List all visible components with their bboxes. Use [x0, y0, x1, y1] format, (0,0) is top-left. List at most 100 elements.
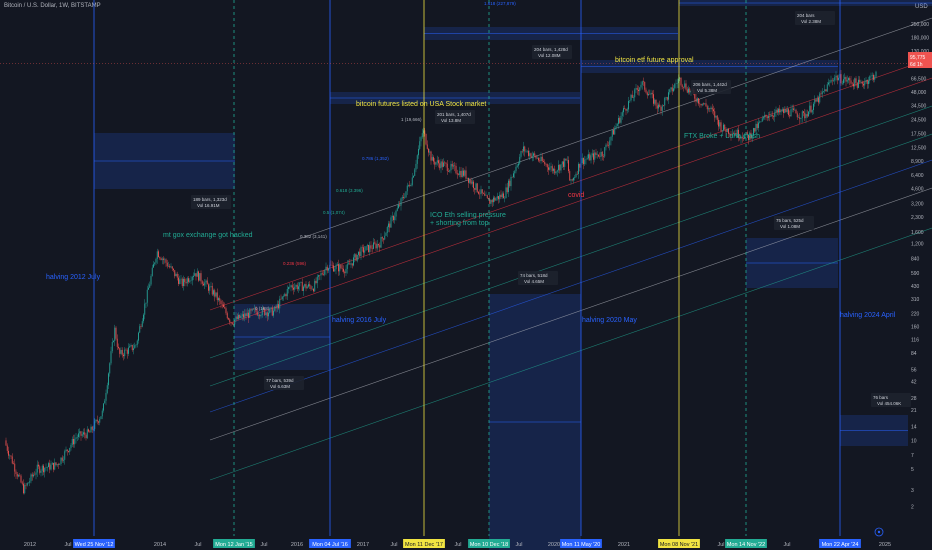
candle-body: [714, 111, 716, 118]
candle-body: [501, 193, 503, 198]
candle-body: [355, 254, 357, 261]
candle-body: [201, 281, 203, 284]
y-tick-label: 250,000: [911, 22, 929, 28]
candle-body: [209, 286, 211, 291]
candle-body: [701, 103, 703, 106]
candle-body: [730, 134, 732, 136]
candle-body: [399, 204, 401, 206]
candle-body: [154, 262, 156, 265]
candle-body: [149, 284, 151, 288]
candle-body: [623, 108, 624, 113]
candle-body: [144, 303, 146, 315]
x-axis-badge: [309, 539, 351, 548]
candle-body: [728, 128, 729, 134]
candle-body: [628, 101, 629, 110]
candle-body: [249, 309, 251, 318]
candle-body: [810, 105, 812, 113]
candle-body: [360, 247, 362, 257]
candle-body: [66, 449, 68, 451]
candle-body: [780, 110, 782, 113]
candle-body: [300, 282, 302, 283]
candle-body: [723, 124, 724, 131]
candle-body: [823, 91, 824, 92]
candle-body: [195, 273, 197, 277]
x-axis-badge: [468, 539, 510, 548]
x-axis-badge-label: Mon 08 Nov '21: [660, 542, 698, 548]
x-axis-badge-label: Mon 10 Dec '18: [470, 542, 508, 548]
candle-body: [203, 283, 204, 286]
candle-body: [424, 130, 426, 134]
candle-body: [835, 75, 837, 78]
candle-body: [704, 103, 706, 105]
box-label-volume: Vol 454.06K: [877, 401, 901, 406]
candle-body: [180, 278, 182, 280]
candle-body: [678, 78, 679, 84]
candle-body: [448, 171, 449, 172]
candle-body: [16, 473, 18, 477]
candle-body: [644, 81, 646, 90]
candle-body: [69, 447, 71, 452]
candle-body: [216, 292, 218, 301]
candle-body: [514, 171, 516, 174]
candle-body: [105, 392, 107, 401]
candle-body: [365, 246, 367, 251]
candle-body: [781, 109, 783, 111]
candle-body: [351, 263, 353, 266]
candle-body: [663, 105, 664, 106]
x-tick-label: Jul: [194, 542, 201, 548]
candle-body: [120, 349, 122, 354]
x-tick-label: Jul: [454, 542, 461, 548]
annotation-futures: bitcoin futures listed on USA Stock mark…: [356, 101, 486, 108]
candle-body: [145, 302, 147, 304]
candle-body: [521, 151, 523, 152]
candle-body: [805, 114, 807, 119]
candle-body: [776, 109, 778, 113]
candle-body: [41, 465, 43, 471]
candle-body: [509, 180, 511, 187]
candle-body: [290, 285, 292, 287]
candle-body: [753, 128, 754, 136]
candle-body: [556, 170, 558, 172]
candle-body: [323, 274, 324, 275]
candle-body: [314, 280, 316, 292]
y-tick-label: 3: [911, 488, 914, 494]
candle-body: [439, 163, 441, 169]
candle-body: [515, 166, 517, 172]
candle-body: [791, 108, 793, 110]
fib-level-label: 0.236 (596): [283, 261, 307, 266]
candle-body: [530, 153, 532, 158]
candle-body: [135, 344, 137, 346]
annotation-halving-2020: halving 2020 May: [582, 317, 637, 324]
candle-body: [539, 160, 541, 162]
x-axis-badge: [73, 539, 115, 548]
candle-body: [705, 103, 707, 107]
candle-body: [43, 465, 44, 473]
candle-body: [78, 433, 79, 437]
candle-body: [419, 141, 421, 149]
candle-body: [819, 93, 821, 103]
candle-body: [613, 130, 614, 135]
candle-body: [511, 176, 513, 178]
candle-body: [40, 470, 42, 473]
candle-body: [531, 155, 533, 158]
candle-body: [496, 196, 498, 199]
candle-body: [645, 89, 647, 93]
candle-body: [853, 83, 854, 87]
candle-body: [255, 308, 257, 312]
candle-body: [710, 107, 712, 110]
candle-body: [653, 94, 654, 104]
candle-body: [381, 237, 383, 239]
candle-body: [155, 258, 157, 263]
candle-body: [291, 285, 293, 288]
candle-body: [861, 81, 863, 84]
candle-body: [826, 84, 828, 92]
candle-body: [94, 421, 96, 430]
candle-body: [148, 287, 149, 290]
scroll-to-latest-button[interactable]: [874, 527, 884, 537]
candle-body: [109, 363, 111, 374]
candle-body: [310, 286, 312, 290]
candle-body: [868, 80, 869, 84]
candle-body: [445, 162, 447, 164]
candle-body: [325, 266, 327, 271]
